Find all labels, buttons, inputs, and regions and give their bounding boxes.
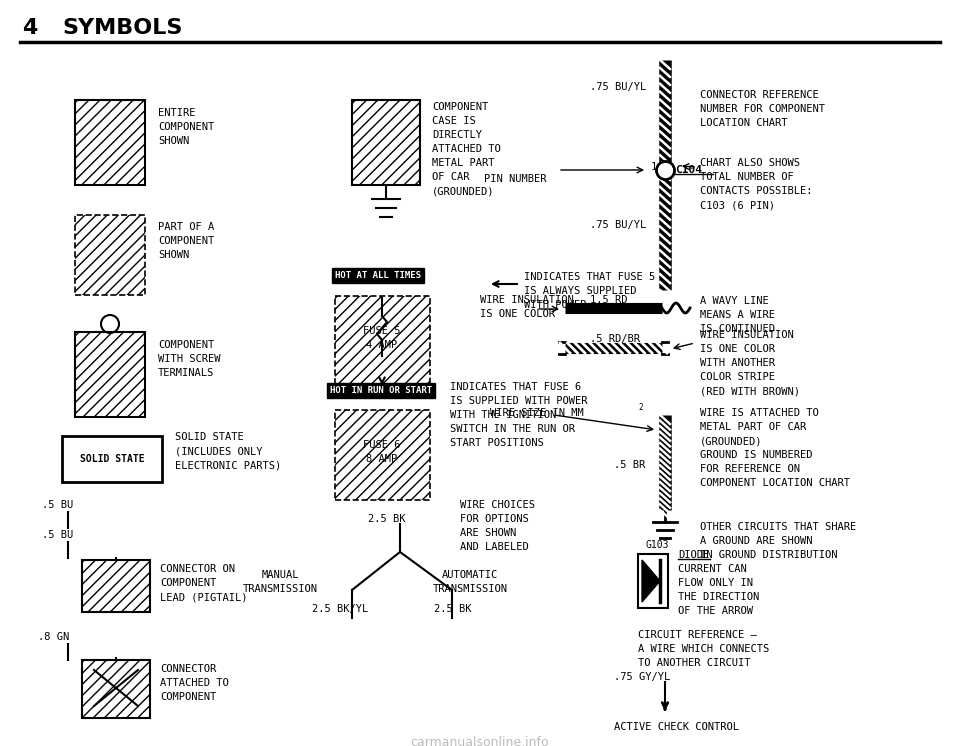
- Text: WIRE INSULATION
IS ONE COLOR
WITH ANOTHER
COLOR STRIPE
(RED WITH BROWN): WIRE INSULATION IS ONE COLOR WITH ANOTHE…: [700, 330, 800, 396]
- Text: FUSE 5
4 AMP: FUSE 5 4 AMP: [363, 326, 400, 350]
- Bar: [335, 296, 430, 386]
- Text: AUTOMATIC
TRANSMISSION: AUTOMATIC TRANSMISSION: [433, 570, 508, 594]
- Text: ACTIVE CHECK CONTROL: ACTIVE CHECK CONTROL: [614, 722, 739, 732]
- Text: .8 GN: .8 GN: [38, 632, 69, 642]
- Text: 1: 1: [651, 162, 658, 172]
- Text: 2.5 BK: 2.5 BK: [368, 514, 405, 524]
- Text: DIODE
CURRENT CAN
FLOW ONLY IN
THE DIRECTION
OF THE ARROW: DIODE CURRENT CAN FLOW ONLY IN THE DIREC…: [678, 550, 759, 616]
- Text: PIN NUMBER: PIN NUMBER: [484, 174, 546, 184]
- Text: carmanualsonline.info: carmanualsonline.info: [411, 736, 549, 746]
- Text: 2: 2: [638, 403, 642, 412]
- Text: INDICATES THAT FUSE 5
IS ALWAYS SUPPLIED
WITH POWER: INDICATES THAT FUSE 5 IS ALWAYS SUPPLIED…: [524, 272, 656, 310]
- Bar: [62, 436, 162, 482]
- Text: INDICATES THAT FUSE 6
IS SUPPLIED WITH POWER
WITH THE IGNITION
SWITCH IN THE RUN: INDICATES THAT FUSE 6 IS SUPPLIED WITH P…: [450, 382, 588, 448]
- Polygon shape: [642, 560, 660, 602]
- Text: CHART ALSO SHOWS
TOTAL NUMBER OF
CONTACTS POSSIBLE:
C103 (6 PIN): CHART ALSO SHOWS TOTAL NUMBER OF CONTACT…: [700, 158, 812, 210]
- Text: COMPONENT
WITH SCREW
TERMINALS: COMPONENT WITH SCREW TERMINALS: [158, 340, 221, 378]
- Text: G103: G103: [645, 540, 668, 550]
- Bar: [352, 100, 420, 185]
- Text: .5 BU: .5 BU: [42, 500, 73, 510]
- Bar: [335, 410, 430, 500]
- Bar: [75, 215, 145, 295]
- Text: PART OF A
COMPONENT
SHOWN: PART OF A COMPONENT SHOWN: [158, 222, 214, 260]
- Text: .5 BR: .5 BR: [614, 460, 645, 470]
- Text: FUSE 6
8 AMP: FUSE 6 8 AMP: [363, 440, 400, 464]
- Text: COMPONENT
CASE IS
DIRECTLY
ATTACHED TO
METAL PART
OF CAR
(GROUNDED): COMPONENT CASE IS DIRECTLY ATTACHED TO M…: [432, 102, 501, 196]
- Text: MANUAL
TRANSMISSION: MANUAL TRANSMISSION: [243, 570, 318, 594]
- Text: CIRCUIT REFERENCE –
A WIRE WHICH CONNECTS
TO ANOTHER CIRCUIT: CIRCUIT REFERENCE – A WIRE WHICH CONNECT…: [638, 630, 769, 668]
- Text: CONNECTOR
ATTACHED TO
COMPONENT: CONNECTOR ATTACHED TO COMPONENT: [160, 664, 228, 702]
- Bar: [75, 332, 145, 417]
- Text: .75 BU/YL: .75 BU/YL: [590, 220, 646, 230]
- Bar: [82, 660, 150, 718]
- Text: WIRE SIZE IN MM: WIRE SIZE IN MM: [490, 408, 584, 418]
- Text: A WAVY LINE
MEANS A WIRE
IS CONTINUED: A WAVY LINE MEANS A WIRE IS CONTINUED: [700, 296, 775, 334]
- Text: OTHER CIRCUITS THAT SHARE
A GROUND ARE SHOWN
IN GROUND DISTRIBUTION: OTHER CIRCUITS THAT SHARE A GROUND ARE S…: [700, 522, 856, 560]
- Text: C104: C104: [675, 165, 702, 175]
- Bar: [75, 100, 145, 185]
- Text: SOLID STATE: SOLID STATE: [80, 454, 144, 464]
- Text: CONNECTOR ON
COMPONENT
LEAD (PIGTAIL): CONNECTOR ON COMPONENT LEAD (PIGTAIL): [160, 564, 248, 602]
- Text: ENTIRE
COMPONENT
SHOWN: ENTIRE COMPONENT SHOWN: [158, 108, 214, 146]
- Text: WIRE CHOICES
FOR OPTIONS
ARE SHOWN
AND LABELED: WIRE CHOICES FOR OPTIONS ARE SHOWN AND L…: [460, 500, 535, 552]
- Text: SYMBOLS: SYMBOLS: [62, 18, 182, 38]
- Text: WIRE IS ATTACHED TO
METAL PART OF CAR
(GROUNDED)
GROUND IS NUMBERED
FOR REFERENC: WIRE IS ATTACHED TO METAL PART OF CAR (G…: [700, 408, 850, 488]
- Text: .5 BU: .5 BU: [42, 530, 73, 540]
- Text: .5 RD/BR: .5 RD/BR: [590, 334, 640, 344]
- Bar: [82, 560, 150, 612]
- Bar: [638, 554, 668, 608]
- Text: 2.5 BK/YL: 2.5 BK/YL: [312, 604, 369, 614]
- Text: SOLID STATE
(INCLUDES ONLY
ELECTRONIC PARTS): SOLID STATE (INCLUDES ONLY ELECTRONIC PA…: [175, 432, 281, 470]
- Text: 2.5 BK: 2.5 BK: [434, 604, 471, 614]
- Text: .75 GY/YL: .75 GY/YL: [614, 672, 670, 682]
- Text: HOT AT ALL TIMES: HOT AT ALL TIMES: [335, 271, 421, 280]
- Text: .75 BU/YL: .75 BU/YL: [590, 82, 646, 92]
- Text: HOT IN RUN OR START: HOT IN RUN OR START: [330, 386, 432, 395]
- Text: CONNECTOR REFERENCE
NUMBER FOR COMPONENT
LOCATION CHART: CONNECTOR REFERENCE NUMBER FOR COMPONENT…: [700, 90, 825, 128]
- Text: 1.5 RD: 1.5 RD: [590, 295, 628, 305]
- Text: 4: 4: [22, 18, 37, 38]
- Text: WIRE INSULATION
IS ONE COLOR: WIRE INSULATION IS ONE COLOR: [480, 295, 574, 319]
